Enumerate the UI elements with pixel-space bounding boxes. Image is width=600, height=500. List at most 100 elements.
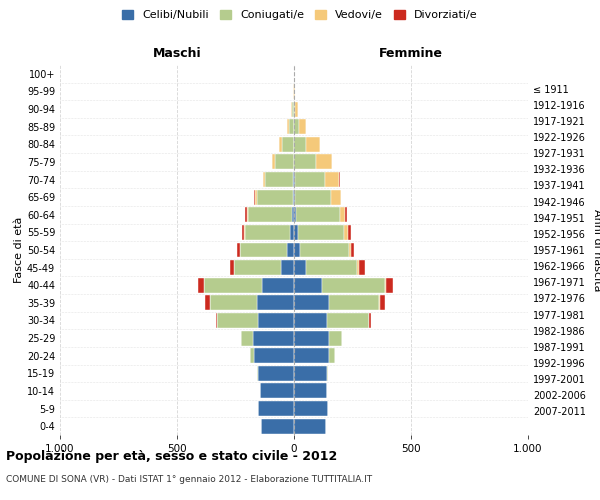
- Bar: [359, 260, 365, 275]
- Bar: [287, 119, 289, 134]
- Bar: [340, 208, 346, 222]
- Bar: [327, 366, 328, 381]
- Bar: [290, 225, 294, 240]
- Bar: [294, 401, 328, 416]
- Bar: [261, 418, 294, 434]
- Bar: [205, 296, 210, 310]
- Bar: [294, 418, 326, 434]
- Bar: [237, 242, 240, 258]
- Bar: [281, 260, 294, 275]
- Text: COMUNE DI SONA (VR) - Dati ISTAT 1° gennaio 2012 - Elaborazione TUTTITALIA.IT: COMUNE DI SONA (VR) - Dati ISTAT 1° genn…: [6, 475, 372, 484]
- Bar: [260, 384, 294, 398]
- Bar: [294, 190, 295, 204]
- Bar: [254, 348, 294, 363]
- Bar: [198, 278, 204, 292]
- Bar: [294, 313, 327, 328]
- Bar: [348, 225, 350, 240]
- Bar: [257, 190, 293, 204]
- Bar: [265, 172, 293, 187]
- Bar: [293, 190, 294, 204]
- Bar: [386, 278, 394, 292]
- Bar: [295, 154, 316, 170]
- Bar: [325, 172, 339, 187]
- Bar: [294, 172, 295, 187]
- Bar: [241, 330, 253, 345]
- Bar: [258, 401, 294, 416]
- Bar: [331, 190, 341, 204]
- Bar: [253, 330, 294, 345]
- Bar: [370, 313, 371, 328]
- Bar: [294, 330, 329, 345]
- Bar: [327, 313, 369, 328]
- Bar: [294, 119, 299, 134]
- Bar: [352, 242, 354, 258]
- Bar: [329, 348, 335, 363]
- Y-axis label: Fasce di età: Fasce di età: [14, 217, 24, 283]
- Bar: [289, 119, 294, 134]
- Bar: [329, 330, 342, 345]
- Bar: [294, 102, 295, 116]
- Bar: [217, 313, 258, 328]
- Bar: [299, 119, 306, 134]
- Bar: [306, 260, 357, 275]
- Text: Maschi: Maschi: [152, 46, 202, 60]
- Bar: [295, 172, 325, 187]
- Bar: [292, 102, 294, 116]
- Bar: [306, 137, 320, 152]
- Bar: [329, 296, 379, 310]
- Bar: [279, 137, 283, 152]
- Bar: [294, 242, 300, 258]
- Bar: [291, 102, 292, 116]
- Bar: [272, 154, 275, 170]
- Bar: [262, 278, 294, 292]
- Bar: [295, 102, 298, 116]
- Bar: [258, 366, 294, 381]
- Bar: [294, 366, 327, 381]
- Text: Popolazione per età, sesso e stato civile - 2012: Popolazione per età, sesso e stato civil…: [6, 450, 337, 463]
- Bar: [294, 278, 322, 292]
- Bar: [275, 154, 293, 170]
- Bar: [294, 296, 329, 310]
- Bar: [294, 384, 327, 398]
- Bar: [204, 278, 262, 292]
- Bar: [294, 137, 306, 152]
- Bar: [294, 225, 298, 240]
- Bar: [322, 278, 385, 292]
- Bar: [295, 190, 331, 204]
- Bar: [230, 260, 235, 275]
- Bar: [248, 208, 292, 222]
- Bar: [250, 348, 254, 363]
- Bar: [349, 242, 352, 258]
- Bar: [258, 313, 294, 328]
- Bar: [300, 242, 349, 258]
- Y-axis label: Anni di nascita: Anni di nascita: [592, 209, 600, 291]
- Bar: [257, 296, 294, 310]
- Bar: [316, 154, 332, 170]
- Bar: [247, 208, 248, 222]
- Bar: [293, 172, 294, 187]
- Bar: [242, 225, 244, 240]
- Bar: [357, 260, 359, 275]
- Bar: [296, 208, 340, 222]
- Bar: [240, 242, 287, 258]
- Bar: [294, 208, 296, 222]
- Bar: [298, 225, 344, 240]
- Bar: [263, 172, 265, 187]
- Bar: [235, 260, 281, 275]
- Bar: [215, 313, 217, 328]
- Bar: [245, 225, 290, 240]
- Legend: Celibi/Nubili, Coniugati/e, Vedovi/e, Divorziati/e: Celibi/Nubili, Coniugati/e, Vedovi/e, Di…: [118, 6, 482, 25]
- Bar: [294, 260, 306, 275]
- Bar: [346, 208, 347, 222]
- Bar: [245, 208, 247, 222]
- Bar: [292, 208, 294, 222]
- Bar: [210, 296, 257, 310]
- Bar: [294, 348, 329, 363]
- Bar: [385, 278, 386, 292]
- Bar: [254, 190, 256, 204]
- Bar: [257, 366, 258, 381]
- Bar: [380, 296, 385, 310]
- Text: Femmine: Femmine: [379, 46, 443, 60]
- Bar: [287, 242, 294, 258]
- Bar: [344, 225, 348, 240]
